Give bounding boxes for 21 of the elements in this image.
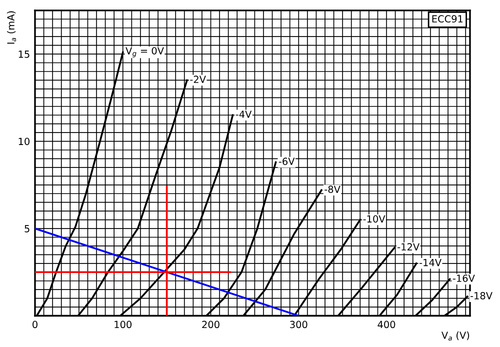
series-label: -6V	[278, 158, 295, 166]
series-label: -18V	[470, 292, 492, 300]
series-label: V$_{g}$ = 0V	[126, 47, 164, 58]
series-label: -2V	[190, 76, 206, 83]
x-tick-label: 300	[290, 320, 308, 328]
x-tick-label: 400	[378, 320, 396, 328]
x-axis-title: V$_{a}$ (V)	[441, 331, 470, 340]
series-label: -14V	[420, 259, 442, 266]
x-tick-label: 200	[202, 320, 220, 328]
y-tick-label: 10	[18, 138, 30, 146]
series-label: -16V	[452, 274, 475, 282]
x-tick-label: 0	[32, 320, 38, 328]
y-axis-title: I$_{a}$ (mA)	[6, 11, 16, 44]
x-tick-label: 100	[114, 320, 132, 328]
series-label: -12V	[398, 243, 420, 250]
series-label: -10V	[363, 215, 386, 223]
annotation: ECC91	[432, 15, 463, 23]
series-label: -4V	[236, 110, 252, 118]
y-tick-label: 15	[18, 50, 30, 58]
y-tick-label: 5	[24, 225, 30, 232]
series-label: -8V	[324, 186, 340, 193]
